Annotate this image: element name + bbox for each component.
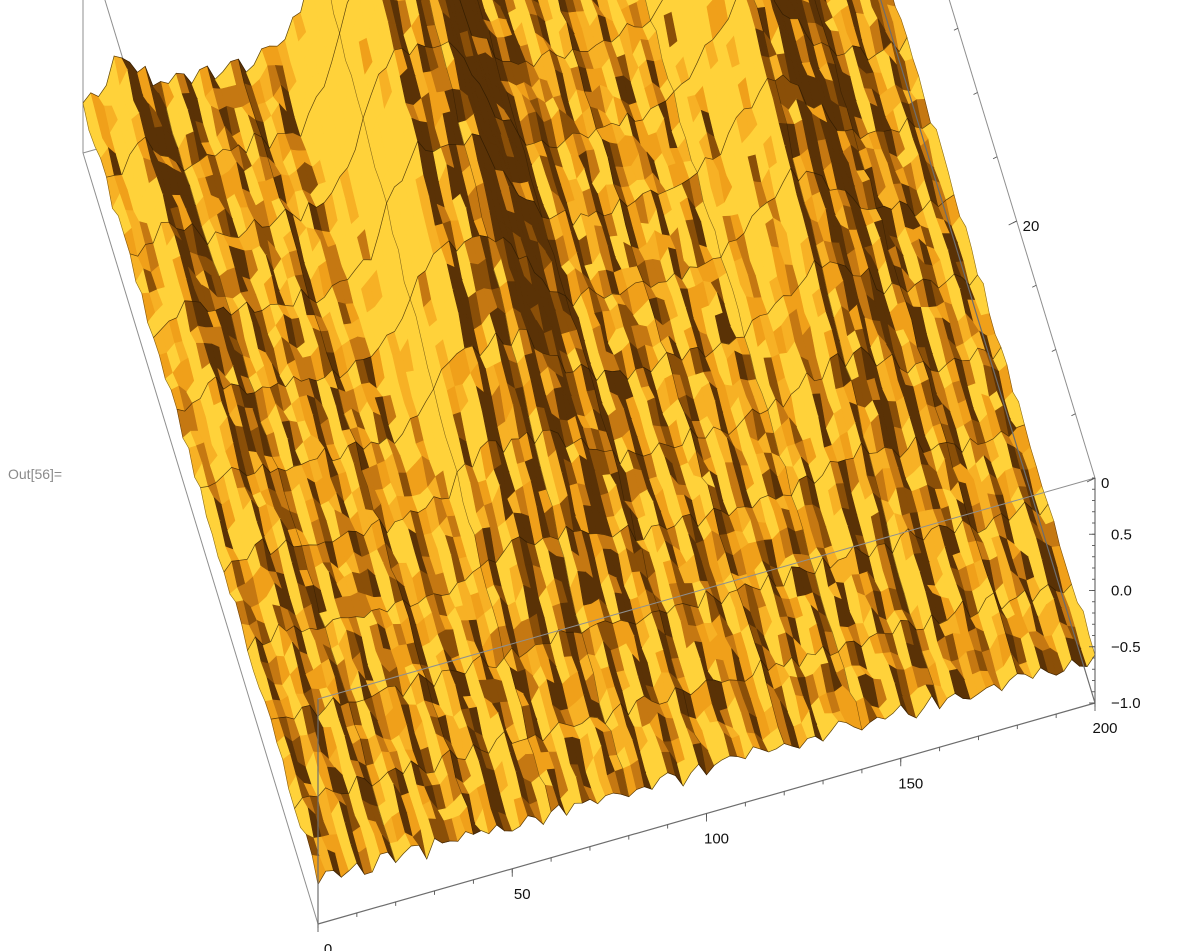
surface-patch	[691, 0, 696, 9]
z-tick-label: −0.5	[1111, 639, 1141, 656]
x-tick-label: 100	[704, 831, 729, 848]
surface-mesh	[82, 0, 1096, 886]
x-tick-label: 150	[898, 775, 923, 792]
y-minor-tick	[1071, 413, 1076, 417]
output-cell-label: Out[56]=	[8, 466, 63, 482]
surface-patch	[314, 0, 326, 31]
y-minor-tick	[953, 27, 959, 31]
y-minor-tick	[1012, 220, 1017, 224]
y-tick-label: 0	[1101, 475, 1109, 492]
z-tick-label: 0.0	[1111, 583, 1132, 600]
y-minor-tick	[973, 92, 978, 95]
y-minor-tick	[992, 156, 998, 160]
x-tick-label: 200	[1092, 720, 1117, 737]
y-minor-tick	[1051, 349, 1057, 352]
z-axis: 0.5 0.0 −0.5 −1.0	[1089, 477, 1141, 712]
y-tick-label: 20	[1023, 218, 1040, 235]
z-tick-label: 0.5	[1111, 526, 1132, 543]
y-minor-tick	[1032, 284, 1037, 288]
x-tick-label: 0	[324, 941, 332, 951]
surface-patch	[656, 0, 663, 8]
surface-patch	[330, 0, 337, 14]
z-tick-label: −1.0	[1111, 695, 1141, 712]
box-edge-left-bottom	[82, 152, 319, 925]
x-tick-label: 50	[514, 886, 531, 903]
